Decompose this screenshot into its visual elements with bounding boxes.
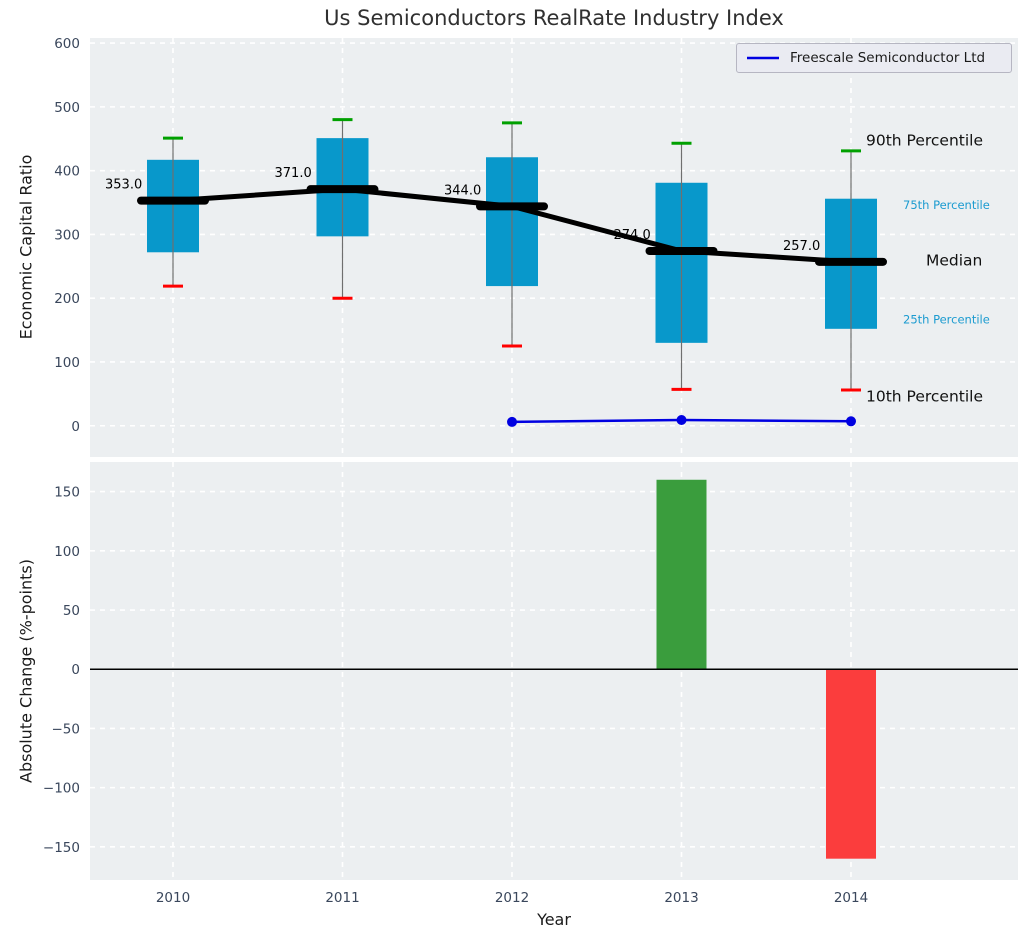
median-value-label: 371.0: [275, 166, 312, 181]
legend-label: Freescale Semiconductor Ltd: [790, 50, 986, 66]
top-y-tick-label: 300: [54, 227, 80, 243]
median-value-label: 353.0: [105, 178, 142, 193]
top-y-tick-label: 200: [54, 291, 80, 307]
annotation-p10: 10th Percentile: [866, 388, 983, 406]
annotation-median: Median: [926, 251, 982, 269]
bottom-y-tick-label: 100: [54, 544, 80, 560]
legend-line-icon: [747, 56, 779, 60]
data-point-marker: [507, 416, 517, 427]
x-tick-label: 2013: [664, 890, 698, 906]
bar-2014: [826, 669, 876, 859]
bottom-y-axis-label: Absolute Change (%-points): [16, 559, 36, 783]
bottom-y-tick-label: −100: [43, 781, 80, 797]
data-point-marker: [846, 416, 856, 427]
top-y-tick-label: 600: [54, 36, 80, 52]
top-y-tick-label: 400: [54, 164, 80, 180]
legend: Freescale Semiconductor Ltd: [736, 43, 1012, 73]
median-value-label: 257.0: [783, 239, 820, 254]
x-tick-label: 2012: [495, 890, 529, 906]
annotation-p90: 90th Percentile: [866, 131, 983, 149]
median-value-label: 344.0: [444, 183, 481, 198]
bottom-y-tick-label: −150: [43, 840, 80, 856]
x-tick-label: 2014: [834, 890, 868, 906]
top-y-axis-label: Economic Capital Ratio: [16, 154, 36, 340]
bottom-y-tick-label: 50: [63, 603, 80, 619]
data-point-marker: [676, 415, 687, 426]
annotation-p25: 25th Percentile: [903, 312, 990, 326]
bottom-y-tick-label: 0: [71, 662, 80, 678]
top-y-tick-label: 100: [54, 355, 80, 371]
median-value-label: 274.0: [614, 228, 651, 243]
top-y-tick-label: 500: [54, 100, 80, 116]
bottom-y-tick-label: −50: [52, 721, 81, 737]
bottom-y-tick-label: 150: [54, 485, 80, 501]
top-y-tick-label: 0: [71, 419, 80, 435]
annotation-p75: 75th Percentile: [903, 198, 990, 212]
x-tick-label: 2011: [325, 890, 359, 906]
chart-title: Us Semiconductors RealRate Industry Inde…: [324, 6, 784, 30]
x-tick-label: 2010: [156, 890, 190, 906]
bar-2013: [656, 479, 707, 670]
x-axis-label: Year: [537, 910, 571, 929]
